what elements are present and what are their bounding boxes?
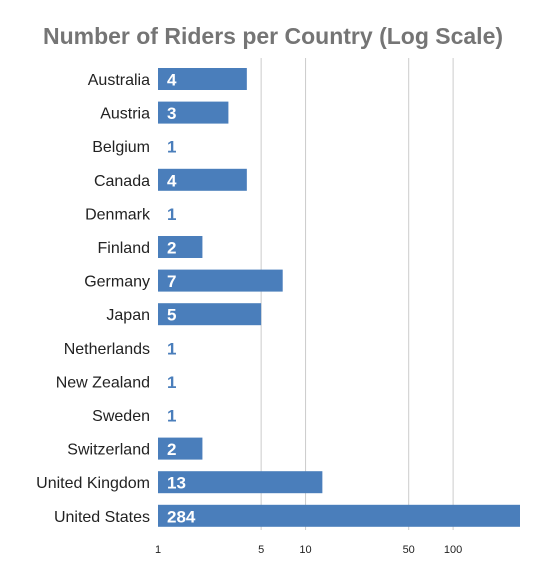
data-label: 5	[167, 306, 176, 325]
data-label: 2	[167, 440, 176, 459]
category-labels: Australia Austria Belgium Canada Denmark Finl…	[36, 72, 151, 526]
category-label: Japan	[106, 307, 150, 324]
x-tick-label: 10	[299, 544, 311, 556]
data-label: 4	[167, 171, 177, 190]
bars	[158, 68, 520, 527]
data-label: 1	[167, 339, 176, 358]
category-label: Switzerland	[67, 442, 150, 459]
data-labels: 4 3 1 4 1 2 7 5 1 1 1 2 13 284	[167, 71, 196, 527]
data-label: 2	[167, 239, 176, 258]
bar	[158, 168, 247, 191]
data-label: 13	[167, 474, 186, 493]
bar	[158, 68, 247, 90]
x-tick-label: 50	[403, 544, 415, 556]
data-label: 1	[167, 205, 176, 224]
chart-title: Number of Riders per Country (Log Scale)	[43, 23, 503, 49]
category-label: United Kingdom	[36, 475, 150, 492]
category-label: Germany	[84, 274, 150, 291]
category-label: Denmark	[85, 206, 151, 223]
category-label: Finland	[98, 240, 150, 257]
bar	[158, 269, 283, 292]
bar	[158, 504, 520, 527]
data-label: 4	[167, 71, 177, 90]
data-label: 7	[167, 272, 176, 291]
bar	[158, 437, 203, 460]
x-tick-label: 100	[444, 544, 462, 556]
bar	[158, 236, 203, 258]
category-label: United States	[54, 509, 150, 526]
category-label: Belgium	[92, 139, 150, 156]
data-label: 1	[167, 407, 176, 426]
x-tick-label: 5	[258, 544, 264, 556]
data-label: 1	[167, 373, 176, 392]
data-label: 1	[167, 138, 176, 157]
data-label: 3	[167, 104, 176, 123]
bar	[158, 303, 262, 326]
gridlines	[260, 58, 454, 530]
category-label: Australia	[88, 72, 150, 89]
category-label: Netherlands	[64, 341, 150, 358]
category-label: New Zealand	[56, 374, 150, 391]
category-label: Sweden	[92, 408, 150, 425]
bar	[158, 101, 229, 124]
x-axis-ticks: 1 5 10 50 100	[155, 544, 462, 556]
category-label: Austria	[100, 106, 150, 123]
bar	[158, 471, 323, 494]
category-label: Canada	[94, 173, 150, 190]
data-label: 284	[167, 507, 196, 526]
x-tick-label: 1	[155, 544, 161, 556]
